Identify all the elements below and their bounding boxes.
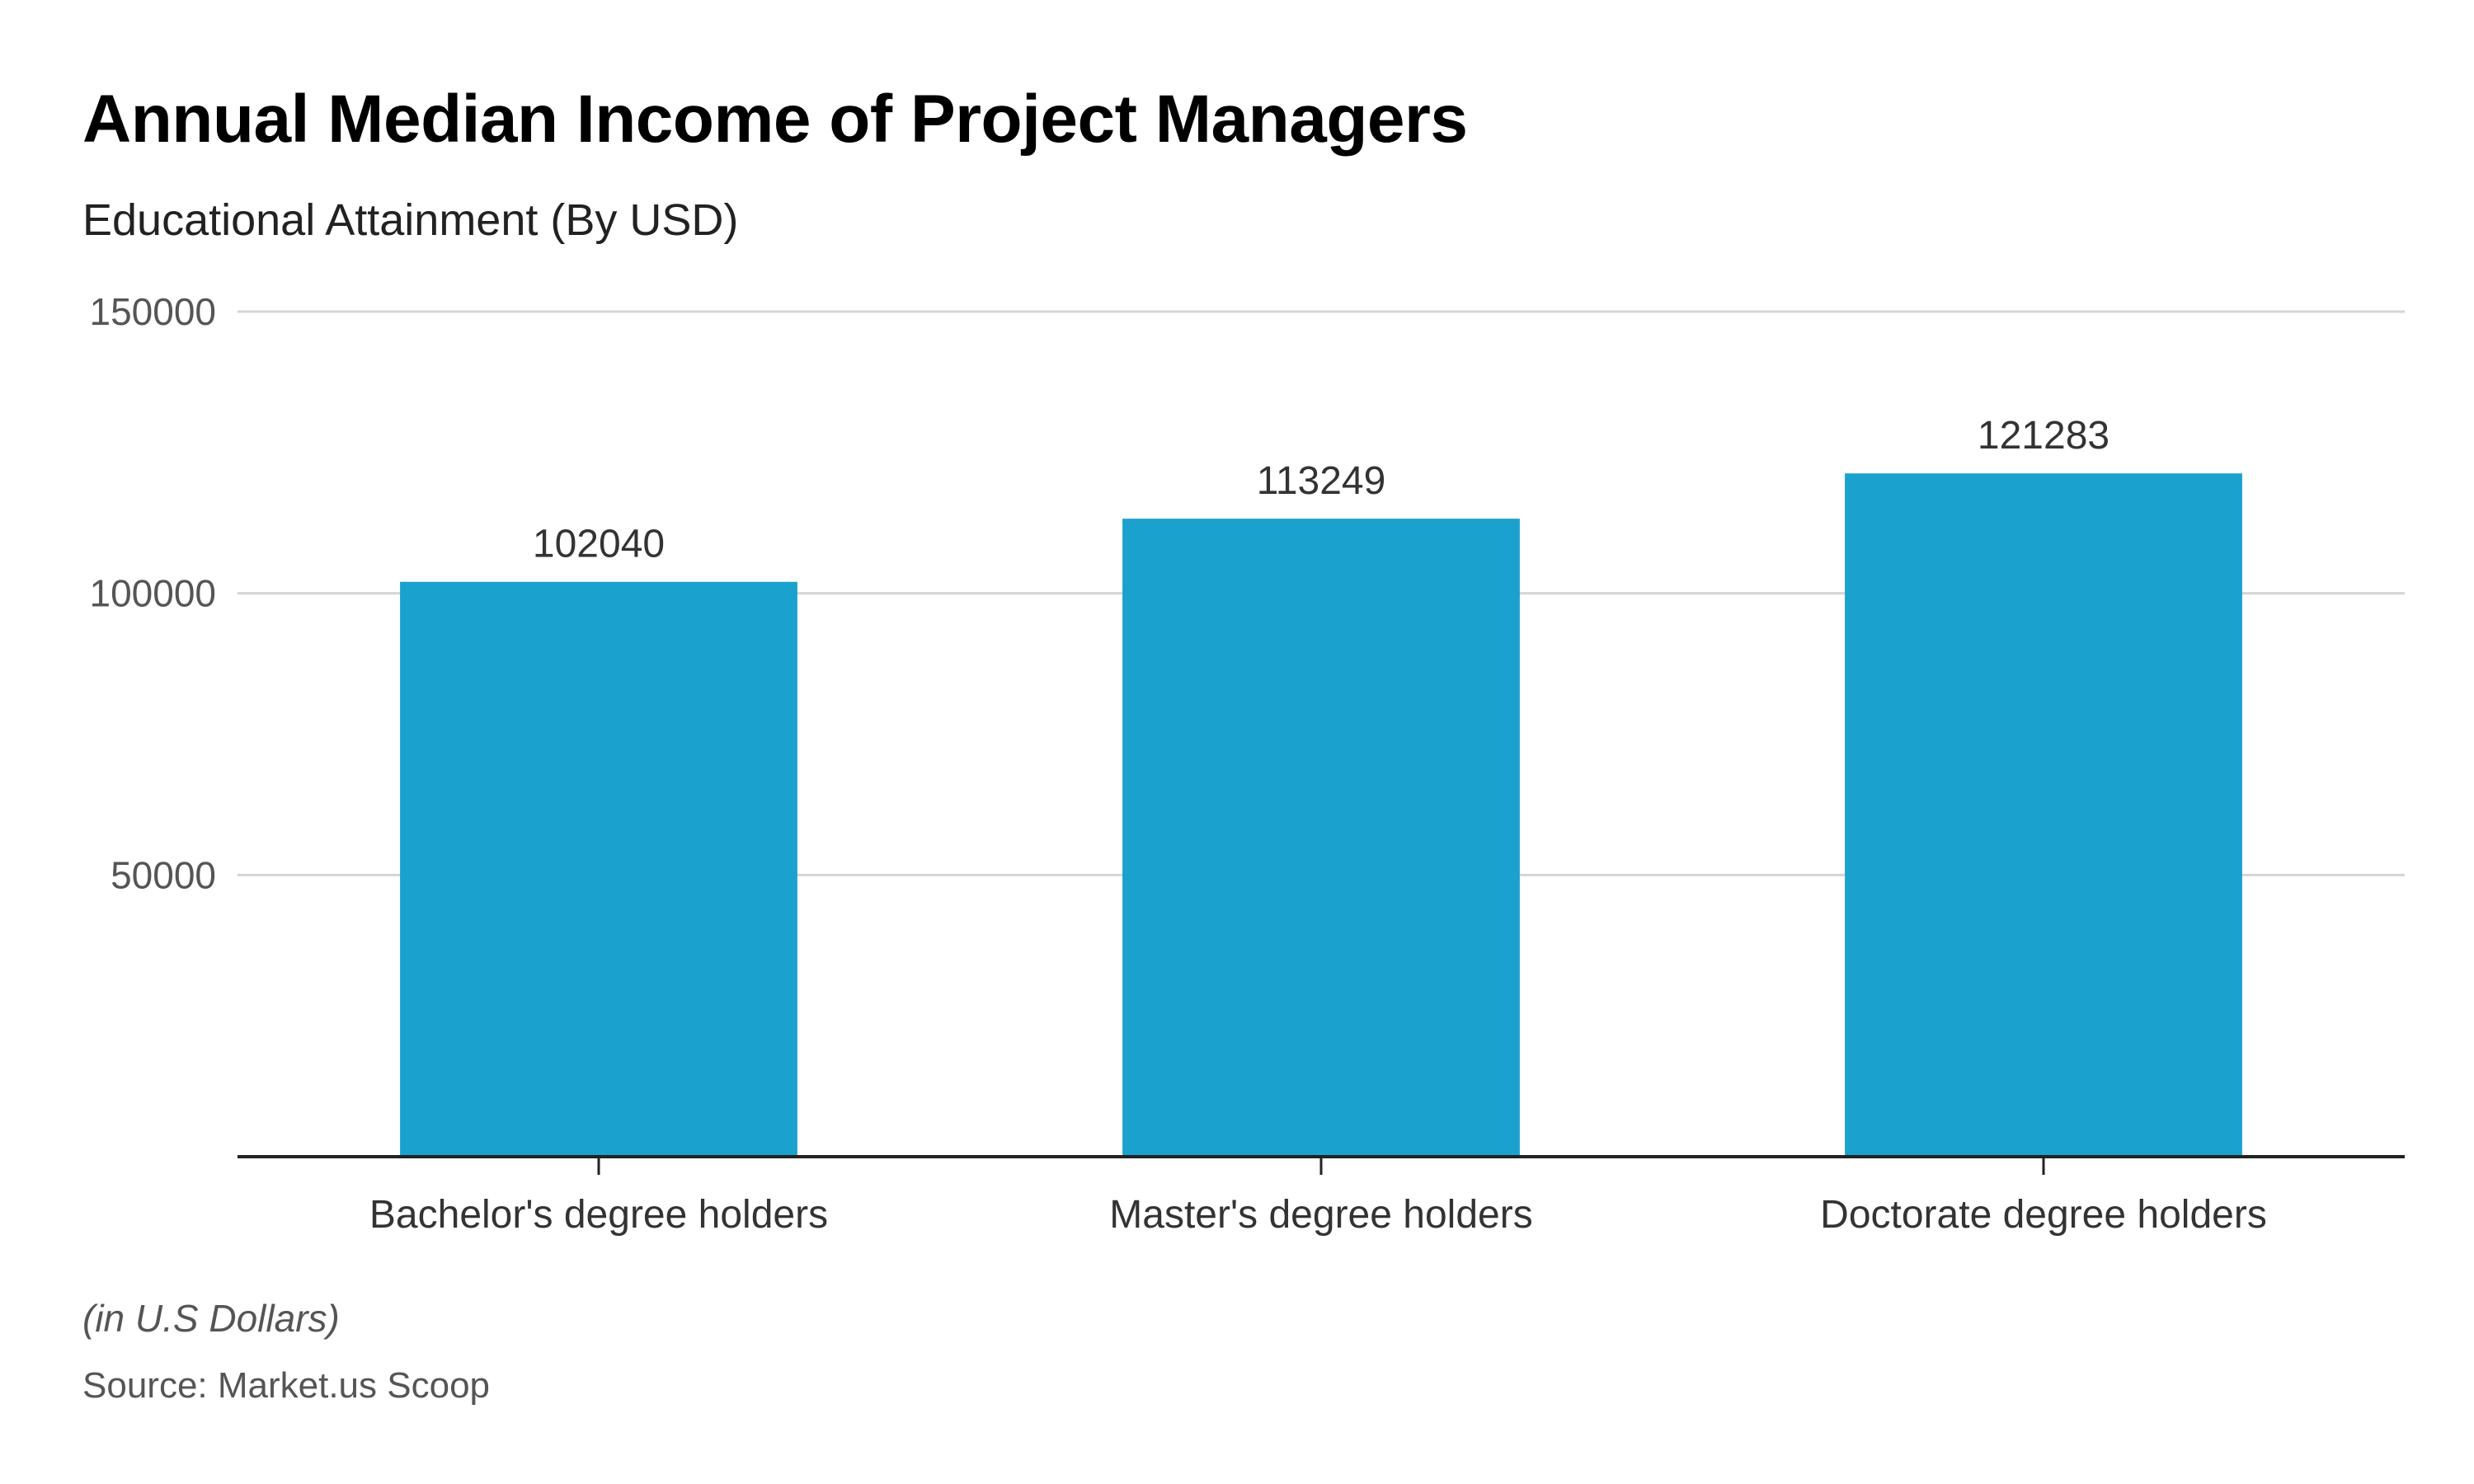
x-axis-ticks: Bachelor's degree holders Master's degree…	[369, 1157, 2267, 1237]
y-tick-label: 100000	[90, 572, 217, 615]
x-tick-label: Bachelor's degree holders	[369, 1193, 828, 1237]
bar	[400, 581, 797, 1157]
bars	[400, 473, 2242, 1157]
y-tick-label: 150000	[90, 290, 217, 333]
bar	[1845, 473, 2242, 1157]
x-tick-label: Doctorate degree holders	[1820, 1193, 2267, 1237]
bar	[1122, 519, 1520, 1157]
y-tick-label: 50000	[111, 853, 216, 896]
chart-subtitle: Educational Attainment (By USD)	[82, 195, 739, 245]
unit-note: (in U.S Dollars)	[82, 1297, 340, 1340]
chart-title: Annual Median Income of Project Managers	[82, 82, 1468, 157]
data-label: 113249	[1257, 459, 1386, 503]
data-label: 102040	[533, 523, 665, 566]
y-axis-ticks: 50000 100000 150000	[90, 290, 217, 896]
data-labels: 102040 113249 121283	[533, 414, 2109, 566]
x-tick-label: Master's degree holders	[1109, 1193, 1532, 1237]
source-note: Source: Market.us Scoop	[82, 1365, 491, 1406]
data-label: 121283	[1978, 414, 2109, 458]
